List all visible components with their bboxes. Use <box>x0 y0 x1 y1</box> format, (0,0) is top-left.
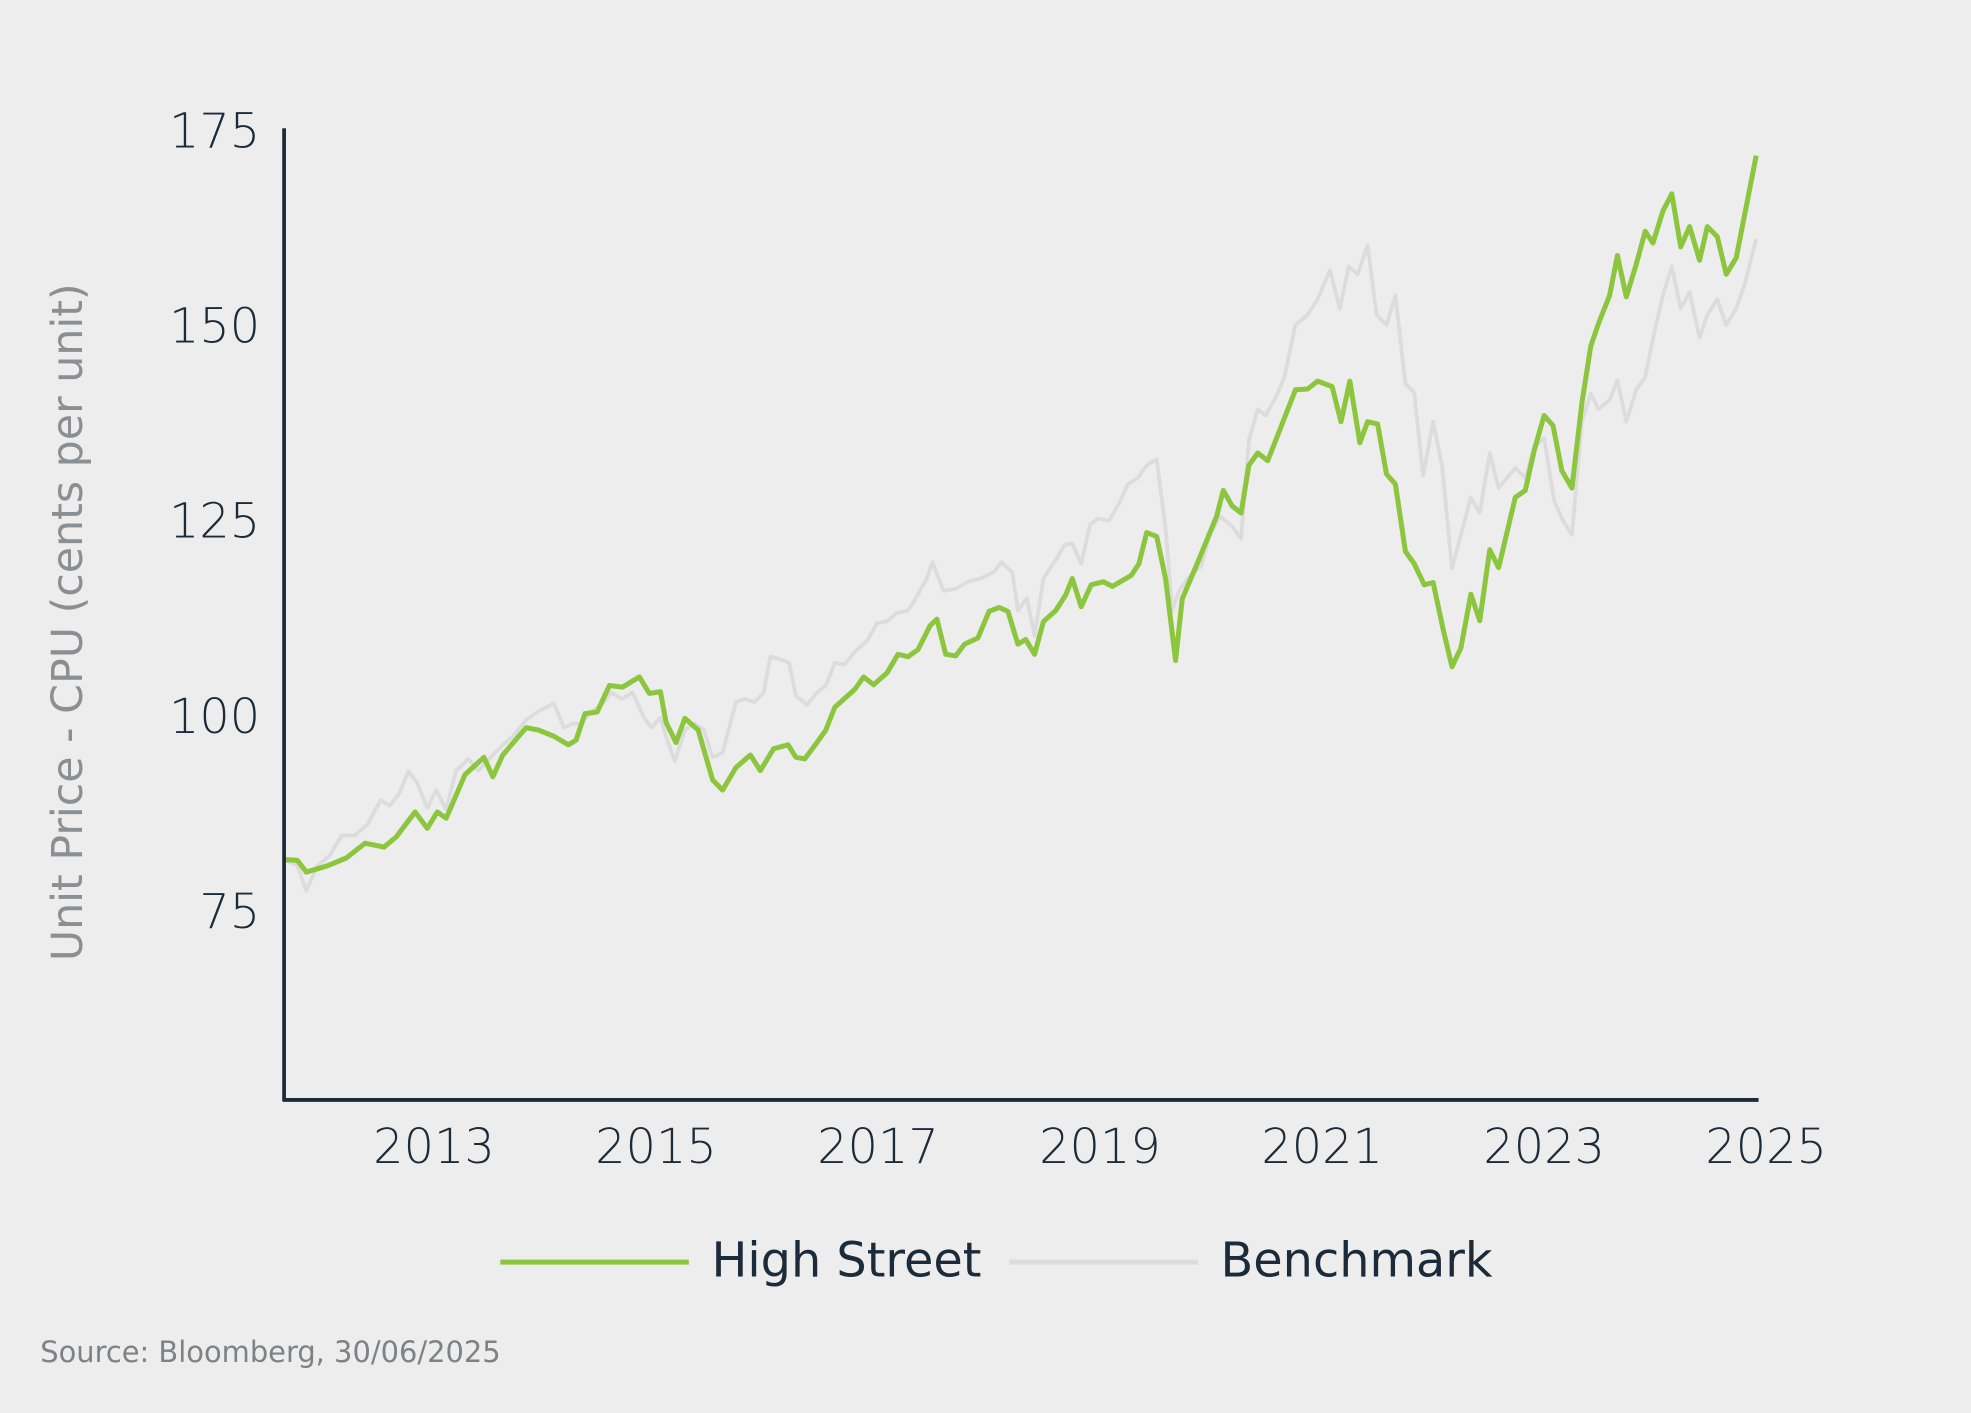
y-tick-label: 75 <box>199 885 260 940</box>
plot-area <box>283 155 1759 893</box>
y-tick-label: 100 <box>169 690 260 745</box>
y-axis-label: Unit Price - CPU (cents per unit) <box>43 283 93 961</box>
x-tick-label: 2025 <box>1705 1120 1827 1175</box>
y-tick-label: 125 <box>169 495 260 550</box>
x-tick-label: 2023 <box>1483 1120 1605 1175</box>
x-tick-label: 2015 <box>595 1120 717 1175</box>
y-tick-label: 150 <box>169 300 260 355</box>
legend-label: High Street <box>711 1233 981 1288</box>
data-line <box>283 238 1759 893</box>
x-tick-label: 2017 <box>817 1120 939 1175</box>
source-note: Source: Bloomberg, 30/06/2025 <box>40 1335 500 1369</box>
y-tick-label: 175 <box>169 105 260 160</box>
x-tick-label: 2019 <box>1039 1120 1161 1175</box>
legend-label: Benchmark <box>1221 1233 1493 1288</box>
x-tick-label: 2013 <box>373 1120 495 1175</box>
x-tick-label: 2021 <box>1261 1120 1383 1175</box>
data-line <box>283 155 1759 875</box>
